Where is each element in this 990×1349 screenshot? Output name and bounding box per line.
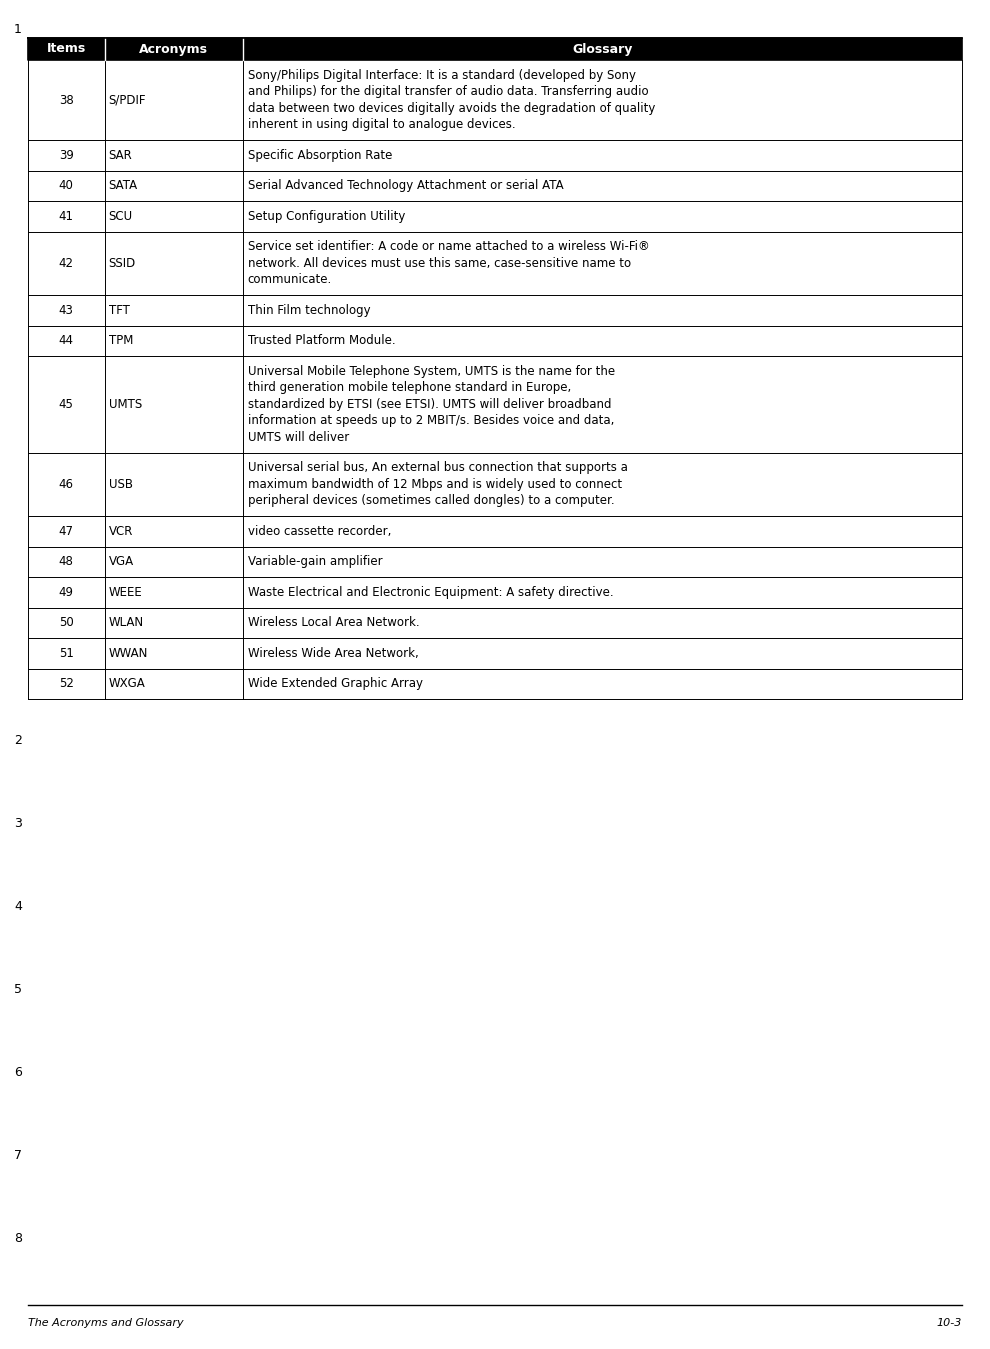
Text: Glossary: Glossary bbox=[572, 43, 633, 55]
Text: WWAN: WWAN bbox=[109, 646, 148, 660]
Text: 49: 49 bbox=[58, 585, 74, 599]
Text: Thin Film technology: Thin Film technology bbox=[248, 304, 370, 317]
Bar bbox=[28, 59, 962, 140]
Text: Universal Mobile Telephone System, UMTS is the name for the: Universal Mobile Telephone System, UMTS … bbox=[248, 364, 615, 378]
Text: network. All devices must use this same, case-sensitive name to: network. All devices must use this same,… bbox=[248, 256, 631, 270]
Bar bbox=[28, 452, 962, 517]
Text: 7: 7 bbox=[14, 1149, 22, 1161]
Text: UMTS will deliver: UMTS will deliver bbox=[248, 430, 349, 444]
Bar bbox=[28, 295, 962, 325]
Bar bbox=[28, 201, 962, 232]
Text: WXGA: WXGA bbox=[109, 677, 146, 691]
Text: UMTS: UMTS bbox=[109, 398, 142, 410]
Text: inherent in using digital to analogue devices.: inherent in using digital to analogue de… bbox=[248, 119, 516, 131]
Text: 51: 51 bbox=[58, 646, 73, 660]
Text: VCR: VCR bbox=[109, 525, 133, 538]
Text: 42: 42 bbox=[58, 256, 74, 270]
Text: standardized by ETSI (see ETSI). UMTS will deliver broadband: standardized by ETSI (see ETSI). UMTS wi… bbox=[248, 398, 611, 410]
Text: 45: 45 bbox=[58, 398, 73, 410]
Text: 39: 39 bbox=[58, 148, 73, 162]
Text: information at speeds up to 2 MBIT/s. Besides voice and data,: information at speeds up to 2 MBIT/s. Be… bbox=[248, 414, 614, 428]
Text: Wireless Local Area Network.: Wireless Local Area Network. bbox=[248, 616, 420, 629]
Text: 6: 6 bbox=[14, 1066, 22, 1079]
Text: 8: 8 bbox=[14, 1232, 22, 1245]
Text: USB: USB bbox=[109, 478, 133, 491]
Bar bbox=[28, 232, 962, 295]
Bar bbox=[28, 638, 962, 669]
Bar bbox=[28, 669, 962, 699]
Text: Variable-gain amplifier: Variable-gain amplifier bbox=[248, 556, 382, 568]
Text: 40: 40 bbox=[58, 179, 73, 193]
Text: SAR: SAR bbox=[109, 148, 133, 162]
Text: TPM: TPM bbox=[109, 335, 133, 347]
Text: Setup Configuration Utility: Setup Configuration Utility bbox=[248, 209, 405, 223]
Text: Specific Absorption Rate: Specific Absorption Rate bbox=[248, 148, 392, 162]
Text: Waste Electrical and Electronic Equipment: A safety directive.: Waste Electrical and Electronic Equipmen… bbox=[248, 585, 614, 599]
Text: 2: 2 bbox=[14, 734, 22, 747]
Bar bbox=[28, 517, 962, 546]
Text: third generation mobile telephone standard in Europe,: third generation mobile telephone standa… bbox=[248, 382, 571, 394]
Text: data between two devices digitally avoids the degradation of quality: data between two devices digitally avoid… bbox=[248, 101, 655, 115]
Bar bbox=[28, 140, 962, 170]
Bar bbox=[28, 170, 962, 201]
Bar bbox=[28, 546, 962, 577]
Bar bbox=[28, 356, 962, 452]
Text: SSID: SSID bbox=[109, 256, 136, 270]
Text: VGA: VGA bbox=[109, 556, 134, 568]
Text: 3: 3 bbox=[14, 817, 22, 830]
Text: 52: 52 bbox=[58, 677, 73, 691]
Bar bbox=[28, 577, 962, 607]
Text: SCU: SCU bbox=[109, 209, 133, 223]
Text: 5: 5 bbox=[14, 983, 22, 996]
Text: Wireless Wide Area Network,: Wireless Wide Area Network, bbox=[248, 646, 419, 660]
Text: 1: 1 bbox=[14, 23, 22, 36]
Text: 10-3: 10-3 bbox=[937, 1318, 962, 1327]
Text: Items: Items bbox=[47, 43, 86, 55]
Bar bbox=[28, 38, 962, 59]
Text: 4: 4 bbox=[14, 900, 22, 913]
Bar bbox=[28, 607, 962, 638]
Bar bbox=[28, 325, 962, 356]
Text: 43: 43 bbox=[58, 304, 73, 317]
Text: video cassette recorder,: video cassette recorder, bbox=[248, 525, 391, 538]
Text: Sony/Philips Digital Interface: It is a standard (developed by Sony: Sony/Philips Digital Interface: It is a … bbox=[248, 69, 636, 82]
Text: communicate.: communicate. bbox=[248, 274, 332, 286]
Text: and Philips) for the digital transfer of audio data. Transferring audio: and Philips) for the digital transfer of… bbox=[248, 85, 648, 98]
Text: Serial Advanced Technology Attachment or serial ATA: Serial Advanced Technology Attachment or… bbox=[248, 179, 563, 193]
Text: Trusted Platform Module.: Trusted Platform Module. bbox=[248, 335, 395, 347]
Text: 46: 46 bbox=[58, 478, 74, 491]
Text: TFT: TFT bbox=[109, 304, 130, 317]
Text: SATA: SATA bbox=[109, 179, 138, 193]
Text: 50: 50 bbox=[59, 616, 73, 629]
Text: maximum bandwidth of 12 Mbps and is widely used to connect: maximum bandwidth of 12 Mbps and is wide… bbox=[248, 478, 622, 491]
Text: Universal serial bus, An external bus connection that supports a: Universal serial bus, An external bus co… bbox=[248, 461, 628, 475]
Text: Acronyms: Acronyms bbox=[140, 43, 208, 55]
Text: 38: 38 bbox=[59, 93, 73, 107]
Text: Wide Extended Graphic Array: Wide Extended Graphic Array bbox=[248, 677, 423, 691]
Text: WLAN: WLAN bbox=[109, 616, 144, 629]
Text: WEEE: WEEE bbox=[109, 585, 143, 599]
Text: 44: 44 bbox=[58, 335, 74, 347]
Text: The Acronyms and Glossary: The Acronyms and Glossary bbox=[28, 1318, 183, 1327]
Text: 41: 41 bbox=[58, 209, 74, 223]
Text: S/PDIF: S/PDIF bbox=[109, 93, 147, 107]
Text: 48: 48 bbox=[58, 556, 73, 568]
Text: peripheral devices (sometimes called dongles) to a computer.: peripheral devices (sometimes called don… bbox=[248, 494, 615, 507]
Text: Service set identifier: A code or name attached to a wireless Wi-Fi®: Service set identifier: A code or name a… bbox=[248, 240, 649, 254]
Text: 47: 47 bbox=[58, 525, 74, 538]
